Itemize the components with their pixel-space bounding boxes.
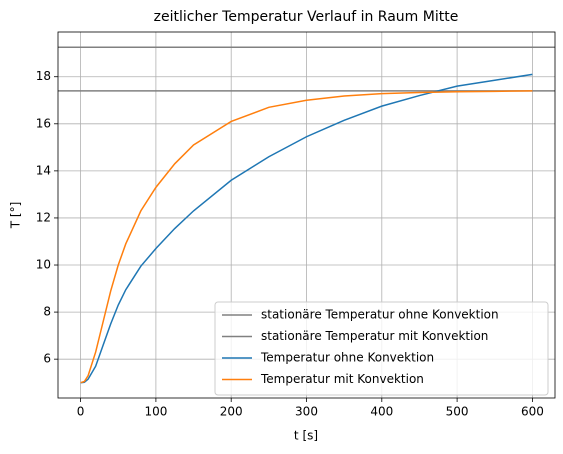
data-line <box>80 73 533 384</box>
y-tick-label: 6 <box>43 352 51 366</box>
legend-label: Temperatur mit Konvektion <box>260 372 424 386</box>
y-tick-label: 16 <box>36 116 51 130</box>
legend-label: stationäre Temperatur ohne Konvektion <box>261 308 499 322</box>
x-tick-label: 100 <box>144 405 167 419</box>
legend-label: stationäre Temperatur mit Konvektion <box>261 329 488 343</box>
x-tick-label: 600 <box>521 405 544 419</box>
x-tick-label: 0 <box>77 405 85 419</box>
legend: stationäre Temperatur ohne Konvektion sta… <box>214 301 549 396</box>
chart-title: zeitlicher Temperatur Verlauf in Raum Mi… <box>154 9 459 25</box>
y-tick-label: 10 <box>36 258 51 272</box>
legend-label: Temperatur ohne Konvektion <box>260 351 434 365</box>
x-tick-label: 500 <box>446 405 469 419</box>
x-axis-label: t [s] <box>294 429 318 443</box>
y-tick-label: 18 <box>36 69 51 83</box>
legend-box <box>214 301 549 396</box>
x-tick-label: 300 <box>295 405 318 419</box>
y-tick-label: 8 <box>43 305 51 319</box>
x-tick-label: 200 <box>220 405 243 419</box>
data-line <box>80 90 533 384</box>
plot-frame <box>57 31 556 399</box>
x-tick-label: 400 <box>370 405 393 419</box>
y-tick-label: 12 <box>36 210 51 224</box>
y-axis-label: T [°] <box>9 202 23 230</box>
y-tick-label: 14 <box>36 163 51 177</box>
